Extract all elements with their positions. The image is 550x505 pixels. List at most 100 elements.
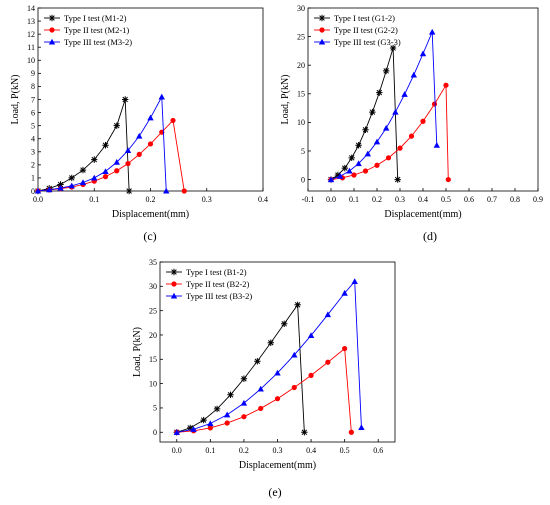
data-point [274,396,281,402]
chart-panel-d: -0.1 0.0 0.1 0.2 0.3 0.4 0.5 0.6 0.7 0.8 0.9 0 5 10 15… [280,4,543,243]
y-tick-label: 0 [153,428,157,437]
data-point [327,176,335,183]
y-tick-label: 35 [149,258,157,267]
legend: Type I test (G1-2) Type II test (G2-2) Typ… [314,13,401,47]
data-point [351,278,358,285]
data-point [334,171,342,179]
data-point [355,142,362,149]
data-point [102,142,109,149]
data-point [358,424,365,430]
series-2 [34,93,170,194]
x-tick-label: 0.3 [395,195,405,204]
data-point [374,162,380,168]
data-point [121,96,129,103]
chart-panel-e: 0.0 0.1 0.2 0.3 0.4 0.5 0.6 0 5 10 15 20 25 30 35 Displ… [132,258,396,499]
y-tick-label: 6 [31,108,35,117]
panel-label: (e) [268,485,281,499]
data-point [385,155,392,161]
data-point [257,385,264,392]
data-point [125,187,133,195]
x-tick-label: 0.1 [349,195,359,204]
data-point [207,420,214,427]
x-tick-label: 0.0 [326,195,336,204]
data-point [325,359,331,365]
data-point [341,164,348,172]
series-2 [173,278,365,435]
plot-frame [159,261,396,443]
y-tick-label: 14 [27,4,35,13]
data-point [213,405,221,413]
x-tick-label: -0.1 [302,195,315,204]
data-point [125,160,131,167]
data-point [136,132,143,139]
y-tick-label: 0 [31,187,35,196]
y-tick-label: 10 [149,379,157,388]
x-tick-label: 0.2 [146,195,156,204]
data-point [401,91,408,97]
plot-frame [307,7,539,192]
x-tick-label: 0.0 [172,446,182,455]
data-point [369,108,376,116]
data-point [91,174,98,181]
data-point [383,67,390,75]
chart-panel-c: 0.0 0.1 0.2 0.3 0.401234567891011121314Displ… [10,4,268,243]
data-point [346,167,353,174]
legend-marker [318,38,326,45]
y-tick-label: 8 [31,82,35,91]
legend: Type I test (M1-2) Type II test (M2-1) Typ… [44,13,132,47]
y-tick-label: 15 [149,355,157,364]
legend-label: Type III test (M3-2) [64,37,132,47]
x-axis-label: Displacement(mm) [239,460,316,471]
x-tick-label: 0.4 [418,195,428,204]
x-tick-label: 0.4 [258,195,268,204]
data-point [373,138,381,145]
y-tick-label: 20 [149,331,157,340]
data-point [68,174,75,182]
data-point [429,28,436,35]
series-2 [327,28,440,183]
data-point [389,44,397,52]
legend-marker [171,281,177,287]
y-tick-label: 11 [27,43,35,52]
y-tick-label: 20 [297,61,305,70]
data-point [419,50,427,57]
data-point [147,141,154,147]
x-tick-label: 0.0 [33,195,43,204]
y-tick-label: 15 [297,90,305,99]
series-0 [34,96,133,195]
y-tick-label: 2 [31,161,35,170]
x-tick-label: 0.1 [205,446,215,455]
legend-label: Type I test (G1-2) [334,13,395,23]
data-point [281,320,288,327]
data-point [258,405,264,412]
series-line [330,83,449,181]
x-tick-label: 0.1 [89,195,99,204]
y-tick-label: 25 [297,32,305,41]
x-tick-label: 0.6 [373,446,383,455]
x-tick-label: 0.3 [202,195,212,204]
data-point [431,101,438,107]
y-tick-label: 3 [31,148,35,157]
data-point [420,118,426,124]
y-axis-label: Load, P(kN) [132,327,143,377]
y-axis-label: Load, P(kN) [280,75,291,125]
x-tick-label: 0.3 [273,446,283,455]
data-point [170,117,176,124]
y-tick-label: 30 [149,282,157,291]
data-point [163,187,170,194]
data-point [241,414,247,420]
legend-marker [319,27,325,33]
data-point [294,301,301,309]
data-point [240,375,248,382]
data-point [224,420,230,426]
data-point [254,358,261,365]
legend-marker [170,268,178,276]
data-point [68,182,75,189]
y-tick-label: 4 [31,135,35,144]
legend-label: Type III test (G3-3) [334,37,401,47]
legend-label: Type II test (B2-2) [186,279,250,289]
data-point [34,187,42,194]
x-tick-label: 0.2 [239,446,249,455]
y-tick-label: 25 [149,306,157,315]
